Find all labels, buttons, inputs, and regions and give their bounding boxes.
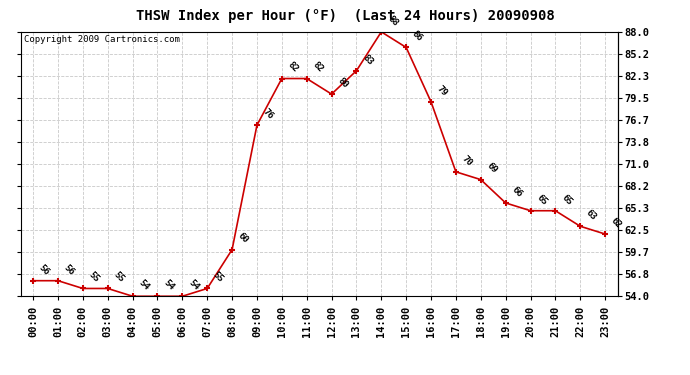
Text: 82: 82: [286, 60, 300, 74]
Text: 55: 55: [211, 270, 226, 284]
Text: 76: 76: [261, 107, 275, 121]
Text: 69: 69: [485, 162, 499, 176]
Text: 63: 63: [584, 208, 598, 222]
Text: 56: 56: [37, 262, 51, 276]
Text: 82: 82: [311, 60, 325, 74]
Text: 65: 65: [560, 193, 573, 207]
Text: 66: 66: [510, 185, 524, 199]
Text: 54: 54: [186, 278, 201, 292]
Text: THSW Index per Hour (°F)  (Last 24 Hours) 20090908: THSW Index per Hour (°F) (Last 24 Hours)…: [136, 9, 554, 23]
Text: 55: 55: [87, 270, 101, 284]
Text: 60: 60: [236, 231, 250, 245]
Text: 54: 54: [137, 278, 150, 292]
Text: 79: 79: [435, 84, 449, 98]
Text: 56: 56: [62, 262, 76, 276]
Text: 55: 55: [112, 270, 126, 284]
Text: Copyright 2009 Cartronics.com: Copyright 2009 Cartronics.com: [23, 34, 179, 44]
Text: 83: 83: [361, 53, 375, 67]
Text: 65: 65: [535, 193, 549, 207]
Text: 54: 54: [161, 278, 176, 292]
Text: 80: 80: [336, 76, 350, 90]
Text: 62: 62: [609, 216, 623, 230]
Text: 70: 70: [460, 154, 474, 168]
Text: 88: 88: [386, 14, 400, 28]
Text: 86: 86: [411, 29, 424, 43]
